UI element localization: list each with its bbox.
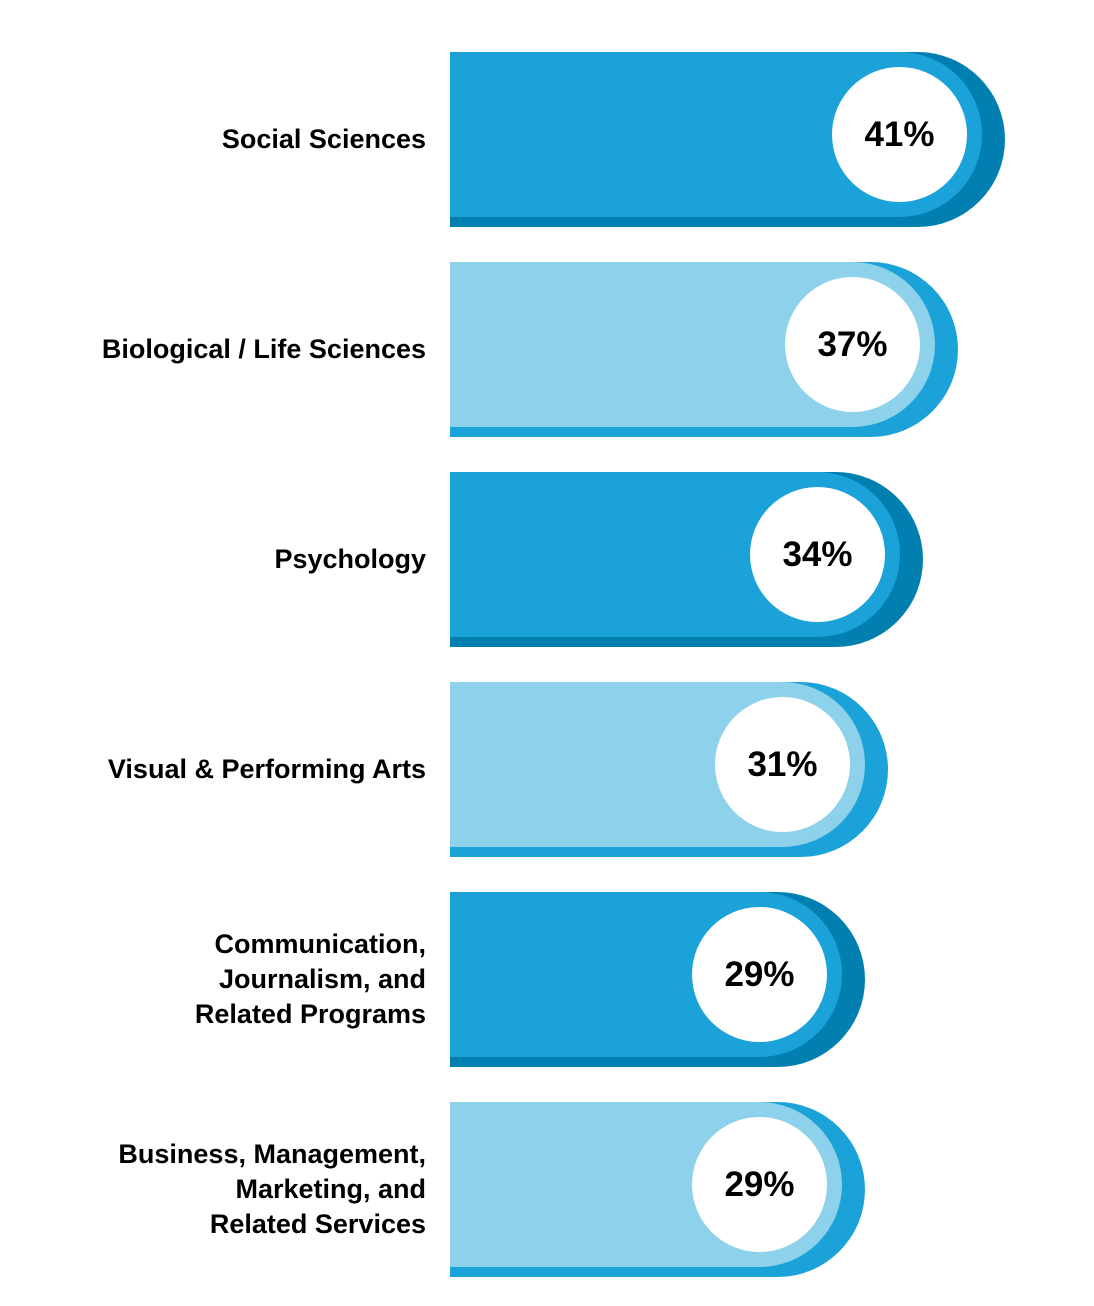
bar-wrapper: 29% [450, 892, 865, 1067]
bar-label: Social Sciences [222, 122, 426, 157]
bar-label: Biological / Life Sciences [102, 332, 426, 367]
bar-value: 31% [747, 745, 817, 785]
value-circle: 41% [832, 67, 967, 202]
bar-row: Business, Management, Marketing, and Rel… [0, 1102, 865, 1277]
bar-chart: Social Sciences 41% Biological / Life Scie… [0, 0, 1094, 1306]
value-circle: 31% [715, 697, 850, 832]
bar-wrapper: 37% [450, 262, 958, 437]
bar-wrapper: 31% [450, 682, 888, 857]
bar-row: Psychology 34% [0, 472, 923, 647]
bar-label-col: Social Sciences [0, 52, 450, 227]
bar-row: Social Sciences 41% [0, 52, 1005, 227]
bar-label: Psychology [274, 542, 426, 577]
bar-label-col: Communication, Journalism, and Related P… [0, 892, 450, 1067]
bar-label: Business, Management, Marketing, and Rel… [118, 1137, 426, 1242]
bar-value: 29% [724, 1165, 794, 1205]
bar-value: 37% [817, 325, 887, 365]
bar-wrapper: 34% [450, 472, 923, 647]
bar-label-col: Business, Management, Marketing, and Rel… [0, 1102, 450, 1277]
bar-row: Communication, Journalism, and Related P… [0, 892, 865, 1067]
bar-wrapper: 41% [450, 52, 1005, 227]
bar-label-col: Biological / Life Sciences [0, 262, 450, 437]
value-circle: 37% [785, 277, 920, 412]
bar-value: 29% [724, 955, 794, 995]
bar-label-col: Psychology [0, 472, 450, 647]
bar-value: 41% [864, 115, 934, 155]
value-circle: 29% [692, 907, 827, 1042]
bar-value: 34% [782, 535, 852, 575]
bar-label: Communication, Journalism, and Related P… [195, 927, 426, 1032]
value-circle: 29% [692, 1117, 827, 1252]
bar-row: Visual & Performing Arts 31% [0, 682, 888, 857]
bar-label-col: Visual & Performing Arts [0, 682, 450, 857]
bar-wrapper: 29% [450, 1102, 865, 1277]
bar-row: Biological / Life Sciences 37% [0, 262, 958, 437]
bar-label: Visual & Performing Arts [108, 752, 426, 787]
value-circle: 34% [750, 487, 885, 622]
